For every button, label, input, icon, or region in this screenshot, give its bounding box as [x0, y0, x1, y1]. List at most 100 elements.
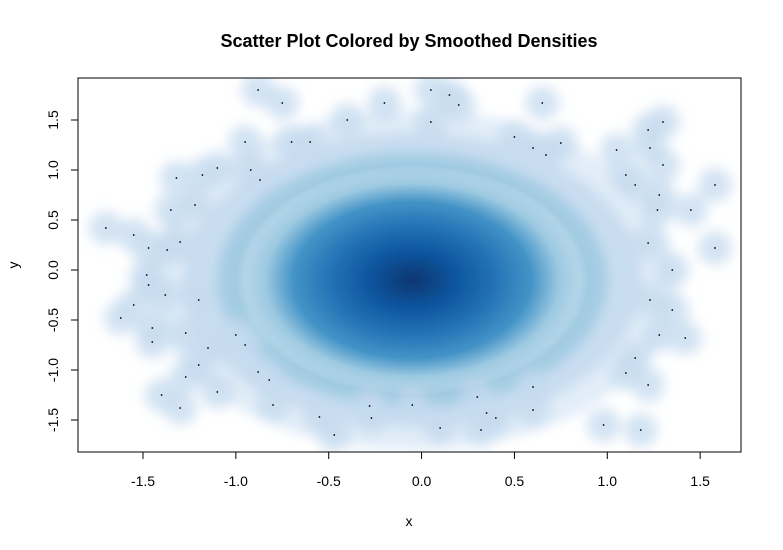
x-tick-label: 0.0 [412, 473, 432, 489]
scatter-point [647, 242, 650, 244]
scatter-point [476, 396, 479, 398]
y-tick-label: 1.5 [45, 110, 61, 130]
scatter-point [383, 102, 386, 104]
x-axis: -1.5 -1.0 -0.5 0.0 0.5 1.0 1.5 [131, 451, 710, 489]
scatter-point [480, 429, 482, 431]
y-axis: -1.5 -1.0 -0.5 0.0 0.5 1.0 1.5 [45, 110, 79, 432]
scatter-point [513, 136, 516, 138]
scatter-point [184, 376, 187, 378]
scatter-point [234, 334, 237, 336]
scatter-point [615, 149, 618, 151]
scatter-point [197, 364, 200, 366]
scatter-points [104, 89, 716, 436]
scatter-point [216, 391, 219, 393]
scatter-point [272, 404, 274, 406]
scatter-point [216, 167, 219, 169]
scatter-point [532, 409, 534, 411]
scatter-point [647, 129, 650, 131]
scatter-point [290, 141, 293, 143]
scatter-point [160, 394, 163, 396]
scatter-point [169, 209, 172, 211]
scatter-point [647, 384, 650, 386]
scatter-point [429, 121, 432, 123]
scatter-point [201, 174, 204, 176]
scatter-point [559, 142, 562, 144]
x-axis-label: x [406, 513, 413, 529]
scatter-point [448, 94, 451, 96]
scatter-point [639, 429, 642, 431]
y-axis-label: y [5, 262, 21, 269]
scatter-point [132, 234, 135, 236]
scatter-point [257, 371, 260, 373]
scatter-point [147, 284, 150, 286]
scatter-point [268, 379, 271, 381]
scatter-point [197, 299, 200, 301]
scatter-point [532, 386, 534, 388]
scatter-point [684, 337, 687, 339]
scatter-point [145, 274, 148, 276]
scatter-point [151, 341, 154, 343]
scatter-point [494, 417, 497, 419]
scatter-point [714, 184, 716, 186]
y-tick-label: 0.5 [45, 210, 61, 230]
scatter-point [257, 89, 260, 91]
scatter-point [634, 357, 637, 359]
scatter-point [119, 317, 122, 319]
y-tick-label: -1.5 [45, 408, 61, 432]
scatter-point [179, 407, 182, 409]
scatter-point [151, 327, 154, 329]
scatter-point [662, 164, 664, 166]
scatter-point [368, 405, 371, 407]
scatter-point [624, 174, 627, 176]
y-tick-label: -0.5 [45, 308, 61, 332]
scatter-point [194, 204, 196, 206]
y-tick-label: 0.0 [45, 260, 61, 280]
scatter-point [370, 417, 373, 419]
scatter-point [244, 344, 247, 346]
scatter-point [164, 294, 167, 296]
density-field [88, 78, 732, 452]
scatter-point [207, 347, 209, 349]
x-tick-label: -0.5 [317, 473, 341, 489]
scatter-point [346, 119, 349, 121]
scatter-point [244, 141, 247, 143]
density-core [237, 165, 588, 395]
scatter-point [649, 299, 651, 301]
scatter-point [485, 412, 488, 414]
scatter-point [175, 177, 178, 179]
scatter-point [281, 102, 284, 104]
scatter-point [662, 121, 664, 123]
scatter-point [671, 309, 674, 311]
scatter-point [624, 372, 627, 374]
scatter-point [541, 102, 544, 104]
scatter-point [545, 154, 547, 156]
scatter-point [429, 89, 432, 91]
scatter-point [249, 169, 252, 171]
scatter-point [532, 147, 534, 149]
scatter-point [318, 416, 321, 418]
y-tick-label: -1.0 [45, 358, 61, 382]
scatter-point [658, 334, 661, 336]
x-tick-label: -1.0 [224, 473, 248, 489]
scatter-point [634, 184, 637, 186]
x-tick-label: 1.0 [598, 473, 618, 489]
scatter-point [259, 179, 261, 181]
scatter-point [184, 332, 187, 334]
scatter-point [333, 434, 336, 436]
scatter-point [457, 104, 460, 106]
scatter-point [439, 427, 442, 429]
scatter-point [411, 404, 414, 406]
chart-title: Scatter Plot Colored by Smoothed Densiti… [220, 31, 597, 51]
scatter-point [658, 194, 661, 196]
scatter-point [714, 247, 716, 249]
scatter-point [179, 241, 182, 243]
x-tick-label: -1.5 [131, 473, 155, 489]
scatter-point [689, 209, 692, 211]
scatter-point [649, 147, 651, 149]
scatter-point [309, 141, 312, 143]
scatter-point [147, 247, 150, 249]
scatter-point [602, 424, 605, 426]
scatter-point [132, 304, 135, 306]
scatter-point [671, 269, 674, 271]
